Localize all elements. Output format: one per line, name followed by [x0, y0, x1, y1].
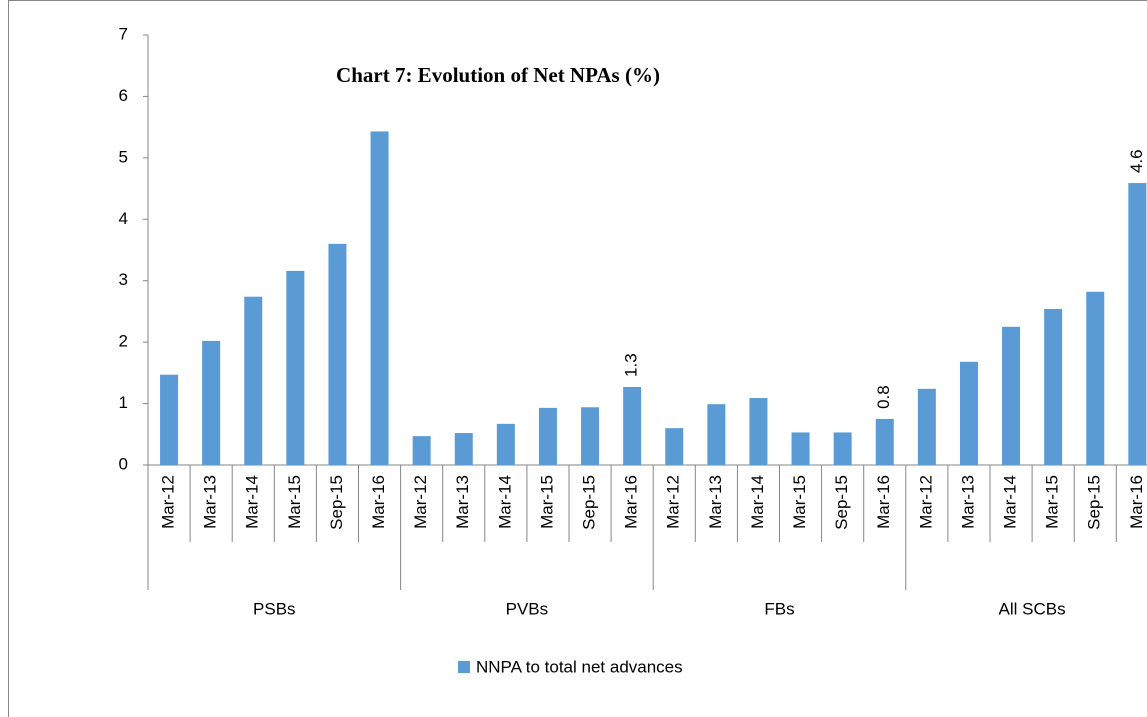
- bar: [1002, 326, 1021, 465]
- x-tick-label: Mar-16: [622, 475, 641, 529]
- bar: [917, 388, 936, 465]
- x-tick-label: Mar-15: [790, 475, 809, 529]
- y-tick-label: 0: [119, 454, 128, 473]
- group-label: PVBs: [506, 599, 549, 618]
- group-label: All SCBs: [999, 599, 1066, 618]
- x-tick-label: Mar-12: [411, 475, 430, 529]
- x-tick-label: Mar-13: [201, 475, 220, 529]
- x-tick-label: Mar-12: [664, 475, 683, 529]
- x-tick-label: Sep-15: [580, 475, 599, 530]
- y-tick-label: 4: [119, 209, 128, 228]
- bar: [286, 270, 305, 465]
- x-tick-label: Mar-14: [748, 475, 767, 529]
- group-label: FBs: [764, 599, 794, 618]
- x-tick-label: Mar-16: [874, 475, 893, 529]
- x-tick-label: Mar-14: [243, 475, 262, 529]
- data-label: 4.6: [1127, 149, 1146, 173]
- x-tick-label: Mar-15: [285, 475, 304, 529]
- x-tick-label: Mar-16: [369, 475, 388, 529]
- x-tick-label: Sep-15: [1085, 475, 1104, 530]
- legend-label: NNPA to total net advances: [476, 657, 683, 676]
- bar: [328, 243, 347, 465]
- y-tick-label: 7: [119, 24, 128, 43]
- x-tick-label: Mar-14: [1001, 475, 1020, 529]
- x-tick-label: Mar-12: [916, 475, 935, 529]
- bar: [707, 404, 726, 465]
- y-tick-label: 1: [119, 393, 128, 412]
- bar: [538, 407, 557, 465]
- chart-title: Chart 7: Evolution of Net NPAs (%): [336, 63, 660, 87]
- bar: [959, 361, 978, 465]
- x-tick-label: Mar-15: [537, 475, 556, 529]
- bar: [244, 296, 263, 465]
- x-tick-label: Mar-15: [1043, 475, 1062, 529]
- y-tick-label: 6: [119, 86, 128, 105]
- bar: [623, 386, 642, 465]
- bar: [791, 432, 810, 465]
- y-tick-label: 5: [119, 147, 128, 166]
- y-tick-label: 2: [119, 332, 128, 351]
- x-tick-label: Mar-13: [958, 475, 977, 529]
- x-tick-label: Mar-14: [495, 475, 514, 529]
- x-tick-label: Sep-15: [327, 475, 346, 530]
- bar: [160, 374, 179, 465]
- x-tick-label: Sep-15: [832, 475, 851, 530]
- chart-border: [8, 0, 1147, 717]
- bar: [1044, 308, 1063, 465]
- group-label: PSBs: [253, 599, 296, 618]
- bar: [749, 398, 768, 465]
- bar: [875, 418, 894, 465]
- x-tick-label: Mar-13: [453, 475, 472, 529]
- bar: [412, 436, 431, 465]
- y-tick-label: 3: [119, 270, 128, 289]
- bar: [665, 428, 684, 465]
- x-tick-label: Mar-12: [159, 475, 178, 529]
- data-label: 1.3: [622, 353, 641, 377]
- bar: [833, 432, 852, 465]
- legend-swatch: [458, 661, 470, 673]
- bar: [370, 131, 389, 465]
- bar: [454, 433, 473, 465]
- x-tick-label: Mar-13: [706, 475, 725, 529]
- bar: [1128, 183, 1147, 466]
- bar: [1086, 291, 1105, 465]
- bar: [202, 340, 221, 465]
- bar: [581, 407, 600, 465]
- data-label: 0.8: [874, 385, 893, 409]
- bar: [496, 423, 515, 465]
- x-tick-label: Mar-16: [1127, 475, 1146, 529]
